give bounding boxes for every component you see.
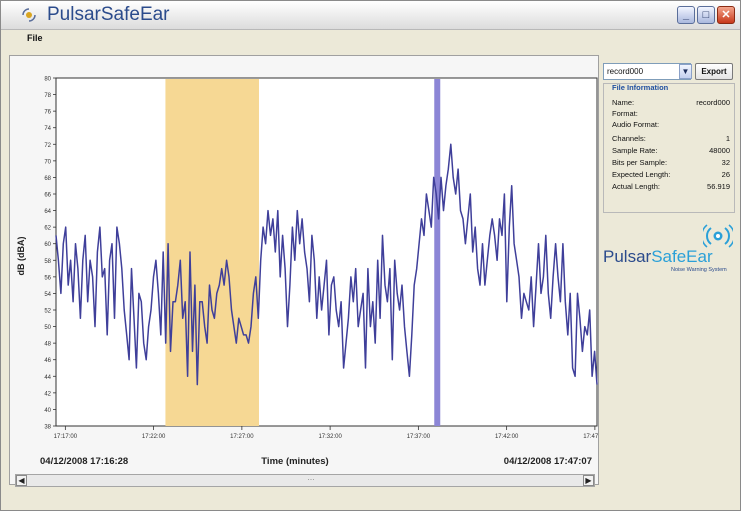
scroll-left-icon[interactable]: ◀ bbox=[16, 475, 27, 486]
y-tick-label: 64 bbox=[44, 209, 51, 215]
logo-tagline: Noise Warning System bbox=[671, 267, 727, 273]
info-row-name: Name: record000 bbox=[612, 98, 730, 107]
y-tick-label: 72 bbox=[44, 143, 51, 149]
record-select[interactable]: record000 bbox=[603, 63, 691, 80]
app-icon bbox=[22, 8, 36, 22]
y-tick-label: 52 bbox=[44, 309, 51, 315]
x-tick-label: 17:22:00 bbox=[142, 434, 166, 440]
x-tick-label: 17:27:00 bbox=[230, 434, 254, 440]
y-tick-label: 38 bbox=[44, 425, 51, 431]
window-title: PulsarSafeEar bbox=[47, 4, 170, 25]
info-row-format: Format: bbox=[612, 109, 638, 118]
y-tick-label: 40 bbox=[44, 408, 51, 414]
logo-text-safeear: SafeEar bbox=[651, 247, 713, 266]
close-button[interactable]: ✕ bbox=[717, 6, 735, 24]
info-row-actual-length: Actual Length: 56.919 bbox=[612, 182, 730, 191]
chevron-down-icon[interactable]: ▼ bbox=[679, 64, 692, 79]
end-time-label: 04/12/2008 17:47:07 bbox=[504, 456, 592, 467]
maximize-button[interactable]: □ bbox=[697, 6, 715, 24]
logo-text-pulsar: Pulsar bbox=[603, 247, 652, 266]
x-tick-label: 17:37:00 bbox=[407, 434, 431, 440]
highlight-region bbox=[165, 79, 259, 426]
y-tick-label: 44 bbox=[44, 375, 51, 381]
marker-line bbox=[434, 79, 441, 426]
y-tick-label: 46 bbox=[44, 358, 51, 364]
y-tick-label: 66 bbox=[44, 193, 51, 199]
y-tick-label: 76 bbox=[44, 110, 51, 116]
y-axis-label: dB (dBA) bbox=[16, 237, 26, 276]
pulsar-safeear-logo: PulsarSafeEar Noise Warning System bbox=[603, 223, 735, 279]
y-tick-label: 42 bbox=[44, 391, 51, 397]
x-tick-label: 17:42:00 bbox=[495, 434, 519, 440]
series-line bbox=[55, 143, 598, 386]
menu-file[interactable]: File bbox=[27, 33, 43, 43]
file-information-legend: File Information bbox=[612, 83, 669, 92]
x-tick-label: 17:32:00 bbox=[318, 434, 342, 440]
ear-signal-icon bbox=[703, 224, 733, 248]
x-axis-label: Time (minutes) bbox=[261, 456, 328, 467]
y-tick-label: 80 bbox=[44, 77, 51, 83]
title-bar[interactable]: PulsarSafeEar _ □ ✕ bbox=[1, 1, 740, 30]
x-tick-label: 17:47:00 bbox=[583, 434, 598, 440]
menu-bar: File bbox=[1, 30, 740, 50]
y-tick-label: 56 bbox=[44, 275, 51, 281]
info-row-sample-rate: Sample Rate: 48000 bbox=[612, 146, 730, 155]
side-panel: record000 ▼ Export File Information Name… bbox=[599, 55, 740, 485]
y-tick-label: 48 bbox=[44, 342, 51, 348]
y-tick-label: 50 bbox=[44, 325, 51, 331]
y-tick-label: 62 bbox=[44, 226, 51, 232]
noise-level-chart[interactable]: 38 40 42 44 46 48 50 52 54 56 58 60 62 64 66 68 70 72 74 76… bbox=[10, 56, 598, 474]
minimize-button[interactable]: _ bbox=[677, 6, 695, 24]
chart-panel: 38 40 42 44 46 48 50 52 54 56 58 60 62 64 66 68 70 72 74 76… bbox=[9, 55, 599, 485]
info-row-audio-format: Audio Format: bbox=[612, 120, 660, 129]
scroll-right-icon[interactable]: ▶ bbox=[583, 475, 594, 486]
scroll-grip-icon[interactable]: ⋯ bbox=[307, 477, 315, 484]
y-tick-label: 60 bbox=[44, 242, 51, 248]
y-tick-label: 68 bbox=[44, 176, 51, 182]
info-row-expected-length: Expected Length: 26 bbox=[612, 170, 730, 179]
start-time-label: 04/12/2008 17:16:28 bbox=[40, 456, 128, 467]
y-tick-label: 58 bbox=[44, 259, 51, 265]
file-information-box: File Information Name: record000 Format:… bbox=[603, 83, 735, 213]
plot-background bbox=[55, 77, 598, 427]
y-tick-label: 54 bbox=[44, 292, 51, 298]
info-row-bits-per-sample: Bits per Sample: 32 bbox=[612, 158, 730, 167]
horizontal-scrollbar[interactable]: ◀ ⋯ ▶ bbox=[15, 474, 595, 487]
y-tick-label: 74 bbox=[44, 126, 51, 132]
y-tick-label: 78 bbox=[44, 93, 51, 99]
y-tick-label: 70 bbox=[44, 159, 51, 165]
export-button[interactable]: Export bbox=[695, 63, 733, 80]
info-row-channels: Channels: 1 bbox=[612, 134, 730, 143]
x-tick-label: 17:17:00 bbox=[54, 434, 78, 440]
